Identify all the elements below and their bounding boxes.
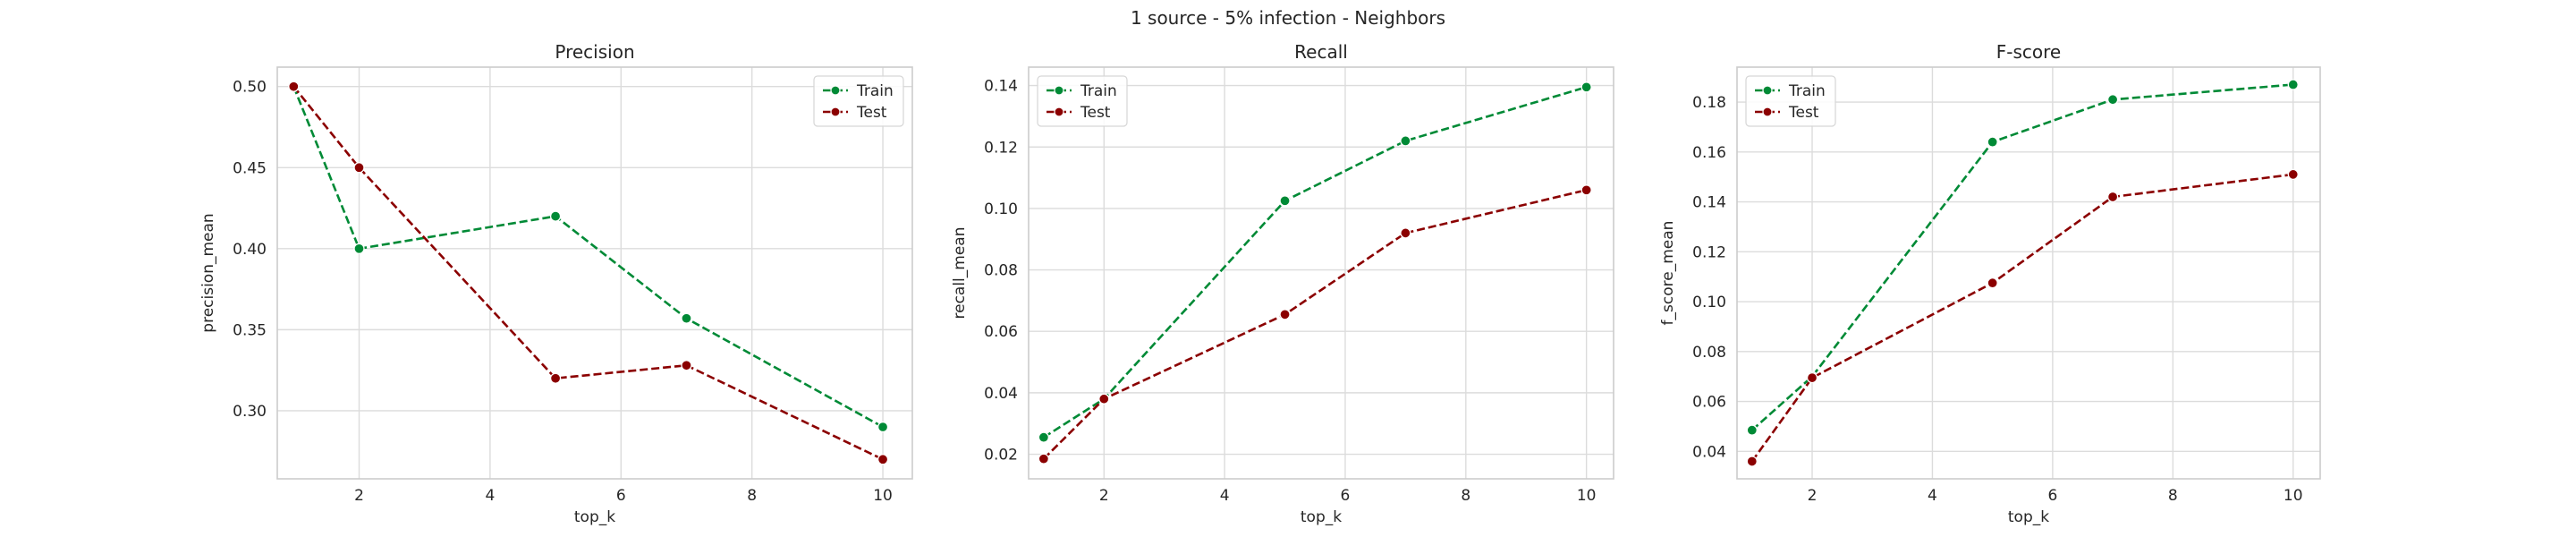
legend-label-train: Train: [1788, 82, 1826, 100]
legend-label-train: Train: [1080, 82, 1117, 100]
y-tick-label: 0.40: [233, 241, 267, 259]
plot-area: [1737, 67, 2320, 479]
legend-marker-train: [830, 85, 841, 96]
x-axis-label: top_k: [1301, 508, 1342, 526]
data-point-test: [1987, 277, 1998, 289]
x-tick-label: 2: [1808, 487, 1818, 505]
data-point-test: [1098, 393, 1110, 405]
data-point-test: [353, 162, 365, 174]
data-point-test: [288, 81, 300, 92]
y-tick-label: 0.30: [233, 403, 267, 421]
subplot-2: 2 4 6 8 10 0.02 0.04 0.06 0.08 0.10 0.12 0.14 Recall…: [951, 41, 1614, 526]
plot-area: [1029, 67, 1614, 479]
y-tick-label: 0.12: [984, 139, 1018, 157]
legend-label-test: Test: [1080, 104, 1111, 122]
subplot-title: Recall: [1294, 41, 1348, 63]
data-point-test: [877, 454, 889, 465]
subplot-title: F-score: [1996, 41, 2061, 63]
y-tick-label: 0.10: [984, 200, 1018, 218]
y-tick-label: 0.08: [984, 262, 1018, 280]
y-tick-label: 0.02: [984, 447, 1018, 465]
y-tick-label: 0.08: [1692, 344, 1726, 362]
y-axis-label: recall_mean: [951, 227, 969, 320]
data-point-test: [1580, 184, 1592, 196]
x-tick-label: 8: [747, 487, 757, 505]
legend-label-test: Test: [856, 104, 887, 122]
x-tick-label: 8: [2168, 487, 2178, 505]
y-tick-label: 0.45: [233, 159, 267, 177]
y-tick-label: 0.10: [1692, 294, 1726, 311]
y-tick-label: 0.06: [1692, 394, 1726, 412]
y-tick-label: 0.14: [1692, 194, 1726, 212]
data-point-train: [549, 210, 562, 222]
plot-area: [277, 67, 912, 479]
legend-marker-train: [1762, 85, 1773, 96]
data-point-train: [1746, 424, 1758, 436]
data-point-train: [1279, 195, 1291, 207]
data-point-test: [1400, 227, 1411, 239]
plot-frame: [1028, 66, 1614, 480]
data-point-train: [1987, 136, 1998, 148]
subplot-3: 2 4 6 8 10 0.04 0.06 0.08 0.10 0.12 0.14 0.16 0.18 F-…: [1659, 41, 2321, 526]
legend-marker-test: [1762, 107, 1773, 117]
y-tick-label: 0.12: [1692, 243, 1726, 261]
legend: Train Test: [1037, 75, 1128, 127]
legend-marker-train: [1054, 85, 1064, 96]
x-tick-label: 2: [1099, 487, 1109, 505]
data-point-train: [1400, 135, 1411, 147]
data-point-train: [2287, 79, 2299, 90]
y-tick-label: 0.35: [233, 321, 267, 339]
series-line-test: [292, 85, 884, 461]
x-tick-label: 2: [354, 487, 364, 505]
legend: Train Test: [1745, 75, 1836, 127]
x-axis-label: top_k: [2008, 508, 2049, 526]
data-point-train: [877, 421, 889, 433]
y-tick-label: 0.14: [984, 78, 1018, 96]
y-axis-label: precision_mean: [199, 213, 217, 332]
subplot-title: Precision: [555, 41, 634, 63]
y-tick-label: 0.06: [984, 323, 1018, 341]
subplot-1: 2 4 6 8 10 0.30 0.35 0.40 0.45 0.50 Precision top_k…: [199, 41, 913, 526]
x-tick-label: 6: [1341, 487, 1351, 505]
legend: Train Test: [813, 75, 904, 127]
x-tick-label: 10: [2284, 487, 2303, 505]
data-point-test: [2106, 191, 2119, 203]
figure-suptitle: 1 source - 5% infection - Neighbors: [1130, 7, 1446, 29]
y-tick-label: 0.50: [233, 79, 267, 97]
data-point-train: [353, 243, 365, 254]
legend-label-train: Train: [856, 82, 894, 100]
data-point-test: [2287, 168, 2299, 181]
y-tick-label: 0.16: [1692, 144, 1726, 162]
y-axis-label: f_score_mean: [1659, 221, 1677, 326]
legend-marker-test: [1054, 107, 1064, 117]
x-tick-label: 4: [1220, 487, 1230, 505]
data-point-test: [1746, 456, 1758, 467]
x-tick-label: 6: [2047, 487, 2057, 505]
legend-marker-test: [830, 107, 841, 117]
y-tick-label: 0.04: [1692, 443, 1726, 461]
x-tick-label: 6: [616, 487, 626, 505]
data-point-test: [1806, 371, 1818, 384]
data-point-test: [1038, 453, 1050, 465]
x-tick-label: 8: [1461, 487, 1470, 505]
plot-frame: [1736, 66, 2321, 480]
y-tick-label: 0.04: [984, 385, 1018, 403]
legend-label-test: Test: [1788, 104, 1819, 122]
data-point-test: [681, 360, 692, 371]
data-point-train: [2106, 94, 2119, 106]
y-tick-label: 0.18: [1692, 94, 1726, 112]
data-point-test: [1279, 309, 1291, 320]
data-point-test: [549, 372, 562, 384]
data-point-train: [1580, 81, 1592, 93]
x-tick-label: 10: [1577, 487, 1597, 505]
x-tick-label: 10: [873, 487, 893, 505]
plot-frame: [276, 66, 913, 480]
data-point-train: [1038, 431, 1050, 443]
x-tick-label: 4: [485, 487, 495, 505]
x-axis-label: top_k: [574, 508, 615, 526]
data-point-train: [681, 312, 692, 324]
x-tick-label: 4: [1928, 487, 1937, 505]
